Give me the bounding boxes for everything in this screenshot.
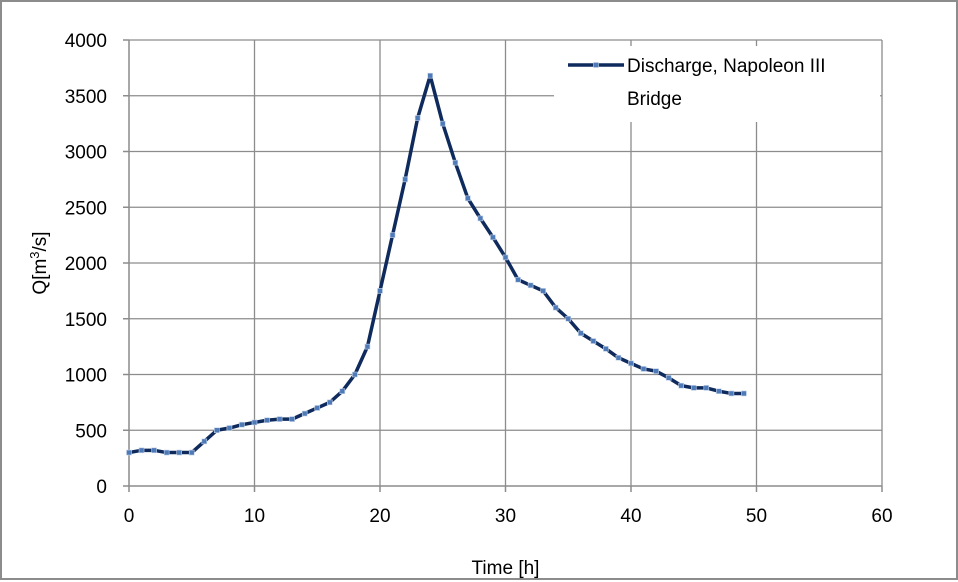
data-point (665, 375, 672, 381)
x-tick-label: 20 (369, 506, 390, 527)
data-point (590, 338, 597, 344)
x-tick-label: 60 (871, 506, 892, 527)
data-point (690, 385, 697, 391)
data-point (176, 449, 182, 456)
data-point (439, 120, 446, 127)
data-point (565, 315, 572, 322)
data-point (414, 115, 421, 121)
data-point (188, 449, 195, 456)
data-point (728, 390, 735, 397)
x-axis-title: Time [h] (472, 558, 540, 579)
data-point (427, 72, 434, 79)
legend-box (554, 46, 880, 122)
y-tick-label: 2000 (65, 254, 107, 275)
data-point (678, 382, 685, 389)
data-point (289, 416, 295, 422)
y-tick-label: 0 (96, 477, 107, 498)
data-point (314, 405, 321, 411)
data-point (151, 447, 157, 454)
data-point (214, 427, 220, 434)
y-tick-labels: 0 500 1000 1500 2000 2500 3000 3500 4000 (65, 31, 107, 498)
data-point (126, 449, 132, 456)
x-tick-labels: 0 10 20 30 40 50 60 (124, 506, 893, 527)
legend-label: Discharge, Napoleon III Bridge (627, 56, 826, 110)
data-point (741, 390, 747, 397)
data-point (326, 399, 333, 406)
data-point (339, 388, 346, 395)
y-tick-label: 3500 (65, 87, 107, 108)
x-tick-label: 40 (620, 506, 641, 527)
data-point (615, 354, 622, 361)
data-point (527, 282, 534, 289)
data-point (251, 419, 258, 426)
data-point (703, 385, 710, 391)
data-point (163, 449, 170, 456)
legend: Discharge, Napoleon III Bridge (554, 46, 880, 122)
data-point (502, 254, 509, 261)
data-point (226, 425, 233, 431)
legend-marker-sample (593, 62, 599, 68)
y-tick-label: 500 (75, 421, 107, 442)
y-tick-label: 2500 (65, 198, 107, 219)
axes (123, 39, 883, 492)
x-tick-label: 0 (124, 506, 135, 527)
data-point (716, 388, 722, 395)
x-tick-label: 10 (244, 506, 265, 527)
data-point (364, 343, 371, 350)
data-point (490, 234, 496, 241)
data-point (138, 447, 145, 454)
x-tick-label: 30 (495, 506, 516, 527)
data-point (515, 276, 521, 283)
data-point (628, 360, 634, 367)
data-point (301, 410, 308, 417)
y-axis-title: Q[m3/s] (27, 231, 51, 294)
series (126, 72, 747, 456)
data-point (465, 195, 471, 202)
data-point (352, 371, 358, 378)
y-tick-label: 4000 (65, 31, 107, 52)
y-tick-label: 3000 (65, 143, 107, 164)
data-point (377, 288, 383, 294)
data-point (603, 346, 609, 352)
data-point (239, 421, 245, 428)
data-point (653, 368, 659, 374)
data-point (552, 304, 559, 311)
data-point (276, 416, 283, 422)
data-point (452, 159, 459, 166)
data-point (264, 417, 270, 424)
y-tick-label: 1500 (65, 310, 107, 331)
data-point (540, 288, 546, 294)
data-point (640, 366, 647, 372)
x-tick-label: 50 (746, 506, 767, 527)
y-tick-label: 1000 (65, 366, 107, 387)
series-line (127, 73, 746, 455)
data-point (577, 330, 584, 337)
data-point (201, 438, 208, 445)
data-point (402, 176, 408, 183)
data-point (389, 232, 396, 238)
data-point (477, 215, 484, 222)
